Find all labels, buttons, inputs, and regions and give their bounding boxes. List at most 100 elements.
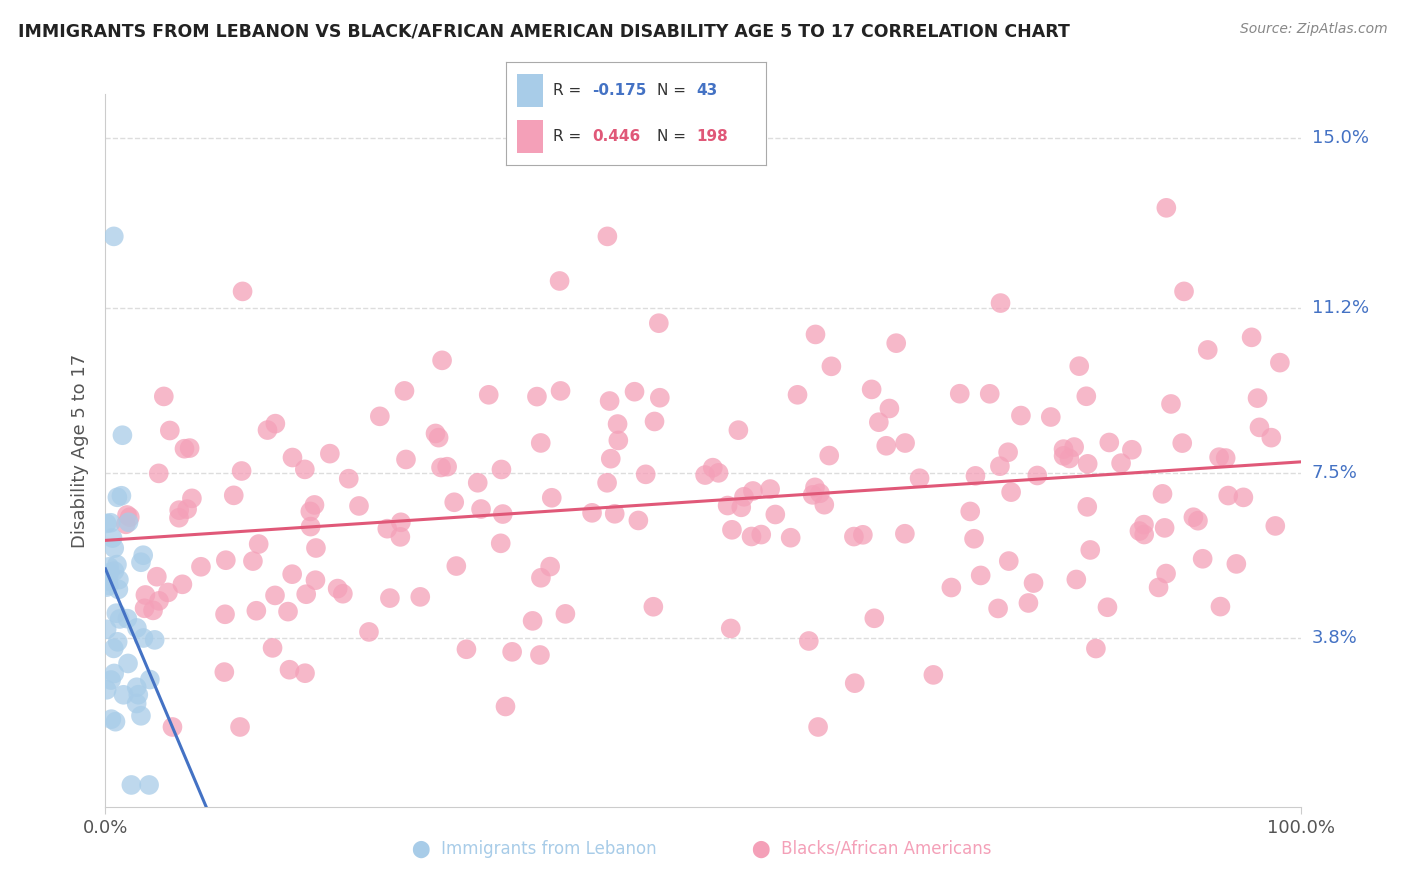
- Point: [305, 541, 328, 555]
- Point: [526, 390, 548, 404]
- Point: [489, 536, 512, 550]
- Point: [1084, 641, 1107, 656]
- Point: [108, 612, 131, 626]
- Point: [599, 394, 621, 409]
- Point: [232, 285, 254, 299]
- Text: ⬤  Immigrants from Lebanon: ⬤ Immigrants from Lebanon: [412, 840, 657, 858]
- Point: [492, 507, 515, 521]
- Point: [357, 624, 380, 639]
- Point: [741, 529, 763, 543]
- Point: [599, 451, 621, 466]
- Point: [1246, 391, 1268, 405]
- Point: [1171, 436, 1194, 450]
- Point: [467, 475, 489, 490]
- Point: [98, 559, 121, 574]
- Point: [347, 499, 370, 513]
- Point: [153, 389, 176, 403]
- Point: [104, 714, 127, 729]
- Point: [120, 778, 142, 792]
- Point: [603, 507, 626, 521]
- Point: [540, 491, 562, 505]
- Text: 11.2%: 11.2%: [1312, 299, 1369, 317]
- Point: [959, 504, 981, 518]
- Point: [100, 673, 122, 687]
- Point: [215, 553, 238, 567]
- Point: [111, 428, 134, 442]
- Text: 43: 43: [696, 83, 717, 97]
- Point: [245, 604, 267, 618]
- Point: [129, 555, 152, 569]
- Point: [963, 532, 986, 546]
- Point: [1128, 524, 1150, 538]
- Text: N =: N =: [657, 83, 690, 97]
- Text: 3.8%: 3.8%: [1312, 629, 1357, 647]
- Point: [644, 415, 666, 429]
- Point: [1069, 359, 1091, 373]
- Point: [242, 554, 264, 568]
- Point: [1173, 285, 1195, 299]
- Point: [264, 588, 287, 602]
- Point: [103, 641, 125, 656]
- Point: [529, 648, 551, 662]
- Point: [818, 449, 841, 463]
- Point: [997, 445, 1019, 459]
- Point: [804, 480, 827, 494]
- Point: [139, 673, 162, 687]
- Point: [143, 632, 166, 647]
- Point: [167, 510, 190, 524]
- Point: [1153, 521, 1175, 535]
- Point: [1059, 451, 1081, 466]
- Point: [997, 554, 1019, 568]
- Point: [281, 450, 304, 465]
- Point: [884, 336, 907, 351]
- Point: [319, 447, 342, 461]
- Point: [550, 384, 572, 398]
- Point: [1260, 431, 1282, 445]
- Point: [606, 417, 628, 431]
- Point: [749, 527, 772, 541]
- Point: [990, 296, 1012, 310]
- Point: [501, 645, 523, 659]
- Point: [695, 468, 717, 483]
- Point: [443, 495, 465, 509]
- Point: [1109, 456, 1132, 470]
- Point: [1215, 450, 1237, 465]
- Y-axis label: Disability Age 5 to 17: Disability Age 5 to 17: [72, 353, 90, 548]
- Point: [97, 578, 120, 592]
- Point: [134, 601, 156, 615]
- Point: [733, 490, 755, 504]
- Point: [101, 531, 124, 545]
- Point: [96, 516, 118, 531]
- Point: [1156, 201, 1178, 215]
- Point: [425, 426, 447, 441]
- Point: [522, 614, 544, 628]
- Point: [430, 460, 453, 475]
- Point: [875, 439, 897, 453]
- Point: [172, 577, 194, 591]
- Point: [808, 486, 831, 500]
- Point: [162, 720, 184, 734]
- Point: [132, 631, 155, 645]
- Point: [1133, 527, 1156, 541]
- Point: [530, 436, 553, 450]
- Point: [1076, 389, 1098, 403]
- Point: [842, 530, 865, 544]
- Text: N =: N =: [657, 128, 690, 144]
- Point: [110, 489, 132, 503]
- Point: [132, 548, 155, 562]
- Point: [844, 676, 866, 690]
- Point: [1022, 576, 1045, 591]
- Point: [1039, 409, 1062, 424]
- Point: [1000, 485, 1022, 500]
- Point: [96, 623, 118, 637]
- Point: [763, 508, 786, 522]
- Point: [1160, 397, 1182, 411]
- Point: [941, 581, 963, 595]
- Point: [988, 459, 1011, 474]
- Point: [326, 582, 349, 596]
- Text: -0.175: -0.175: [592, 83, 647, 97]
- Point: [98, 566, 121, 580]
- Point: [112, 688, 135, 702]
- Point: [820, 359, 842, 374]
- Point: [702, 460, 724, 475]
